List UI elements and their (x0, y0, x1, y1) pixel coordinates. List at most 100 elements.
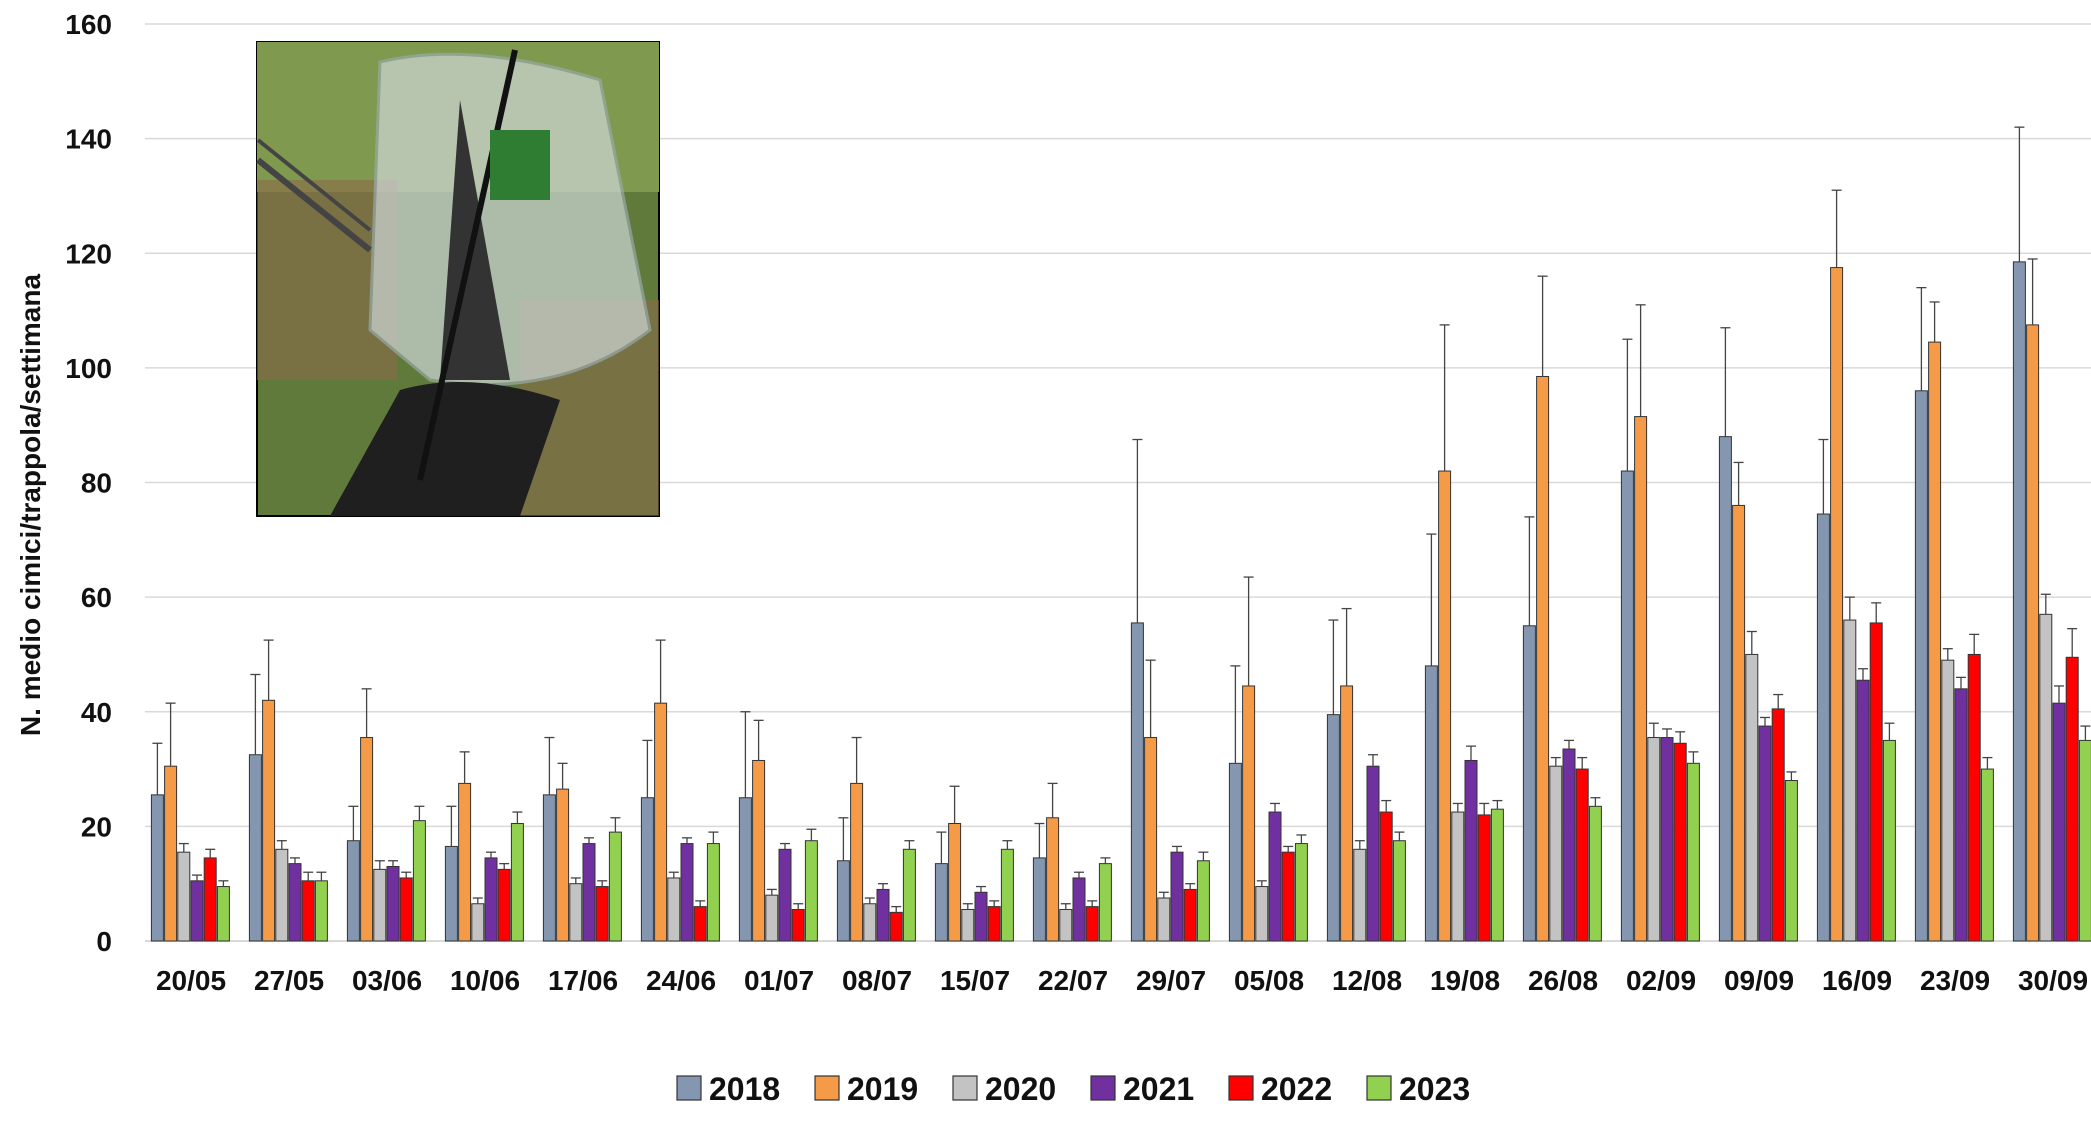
bar (1144, 737, 1158, 942)
bar (706, 843, 720, 942)
bar (1424, 665, 1438, 942)
x-tick-label: 15/07 (940, 965, 1010, 996)
trap-photo (256, 41, 660, 517)
legend-swatch (1090, 1075, 1116, 1101)
bar (399, 877, 413, 942)
bar (1281, 851, 1295, 942)
bar (497, 868, 511, 942)
y-axis-title: N. medio cimici/trappola/settimana (15, 274, 46, 737)
bar (987, 906, 1001, 942)
bar (1098, 863, 1112, 942)
bar (1130, 622, 1144, 942)
bar (1784, 780, 1798, 942)
bar (1869, 622, 1883, 942)
x-tick-label: 30/09 (2018, 965, 2088, 996)
bar (412, 820, 426, 942)
bar (804, 840, 818, 942)
bar (1490, 808, 1504, 942)
y-tick-label: 80 (81, 468, 112, 499)
bar (1196, 860, 1210, 942)
bar (1686, 762, 1700, 942)
bar (934, 863, 948, 942)
x-tick-label: 01/07 (744, 965, 814, 996)
bar (778, 848, 792, 942)
x-tick-label: 05/08 (1234, 965, 1304, 996)
bar (471, 903, 485, 942)
bar (1379, 811, 1393, 942)
bar (693, 906, 707, 942)
bar (386, 865, 400, 942)
legend-label: 2019 (847, 1071, 918, 1107)
bar (1228, 762, 1242, 942)
x-axis-ticks: 20/05 27/05 03/06 10/06 17/06 24/06 01/07 08/07… (156, 965, 2088, 996)
bar (288, 863, 302, 942)
bar (876, 888, 890, 942)
bar (150, 794, 164, 942)
bar (275, 848, 289, 942)
x-tick-label: 19/08 (1430, 965, 1500, 996)
x-tick-label: 20/05 (156, 965, 226, 996)
bar (1392, 840, 1406, 942)
x-tick-label: 17/06 (548, 965, 618, 996)
bar (582, 843, 596, 942)
y-tick-label: 140 (65, 124, 112, 155)
bar (1477, 814, 1491, 942)
bar (1588, 805, 1602, 942)
bars (150, 261, 2091, 942)
bar (216, 886, 230, 942)
bar (1046, 817, 1060, 942)
legend-label: 2023 (1399, 1071, 1470, 1107)
x-tick-label: 24/06 (646, 965, 716, 996)
bar (667, 877, 681, 942)
bar (1758, 725, 1772, 942)
bar (190, 880, 204, 942)
x-tick-label: 16/09 (1822, 965, 1892, 996)
bar (1157, 897, 1171, 942)
y-tick-label: 20 (81, 811, 112, 842)
bar (1856, 679, 1870, 942)
bar (1732, 504, 1746, 942)
bar (360, 737, 374, 942)
bar (1673, 742, 1687, 942)
bar (2039, 613, 2053, 942)
bar (1183, 888, 1197, 942)
bar (738, 797, 752, 942)
y-tick-label: 60 (81, 582, 112, 613)
bar (2026, 324, 2040, 942)
legend-swatch (1366, 1075, 1392, 1101)
legend-swatch (814, 1075, 840, 1101)
bar (203, 857, 217, 942)
bar (1718, 436, 1732, 942)
bar (1242, 685, 1256, 942)
bar (1634, 416, 1648, 942)
bar (1366, 765, 1380, 942)
bar (2052, 702, 2066, 942)
bar (863, 903, 877, 942)
bar (1032, 857, 1046, 942)
legend-label: 2020 (985, 1071, 1056, 1107)
bar (1000, 848, 1014, 942)
x-tick-label: 10/06 (450, 965, 520, 996)
bar (948, 823, 962, 942)
bar (1549, 765, 1563, 942)
bar (248, 754, 262, 942)
x-tick-label: 03/06 (352, 965, 422, 996)
legend-swatch (676, 1075, 702, 1101)
bar (1536, 375, 1550, 942)
bar (1575, 768, 1589, 942)
bar (1085, 906, 1099, 942)
bar (1967, 653, 1981, 942)
x-tick-label: 23/09 (1920, 965, 1990, 996)
error-bars (152, 126, 2091, 913)
bar (346, 840, 360, 942)
bar (1562, 748, 1576, 942)
bar (1522, 625, 1536, 942)
bar (1914, 390, 1928, 942)
bar (1268, 811, 1282, 942)
x-tick-label: 12/08 (1332, 965, 1402, 996)
bar (961, 908, 975, 942)
bar (850, 782, 864, 942)
bar (765, 894, 779, 942)
bar (1954, 688, 1968, 942)
